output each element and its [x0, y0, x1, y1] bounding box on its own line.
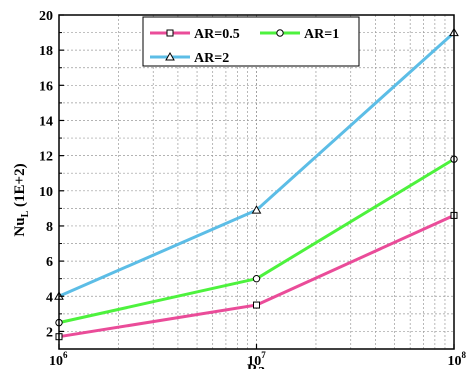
x-tick-base: 10 — [448, 354, 462, 369]
x-tick-label: 108 — [448, 350, 467, 369]
x-tick-base: 10 — [49, 354, 63, 369]
y-tick-label: 16 — [39, 79, 53, 94]
marker-circle — [252, 274, 261, 283]
legend: AR=0.5 AR=1 AR=2 — [142, 16, 360, 67]
y-axis-label: NuL (1E+2) — [12, 163, 31, 236]
x-axis-label: Ra — [247, 362, 266, 369]
y-tick-label: 8 — [46, 220, 53, 235]
y-tick-label: 10 — [39, 185, 53, 200]
x-tick-label: 107 — [247, 350, 266, 369]
y-tick-label: 4 — [46, 290, 53, 305]
legend-label: AR=1 — [304, 27, 339, 42]
marker-circle — [276, 29, 284, 37]
legend-label: AR=2 — [194, 51, 229, 66]
x-tick-exponent: 6 — [63, 350, 68, 360]
x-tick-label: 106 — [49, 350, 68, 369]
y-axis-label-sub: L — [20, 210, 31, 217]
marker-triangle — [251, 205, 262, 214]
x-tick-exponent: 7 — [261, 350, 266, 360]
x-tick-base: 10 — [247, 354, 261, 369]
legend-label: AR=0.5 — [194, 27, 240, 42]
y-tick-label: 6 — [46, 255, 53, 270]
y-tick-label: 14 — [39, 114, 53, 129]
y-tick-label: 18 — [39, 44, 53, 59]
y-axis-label-main: Nu — [12, 217, 28, 236]
marker-square — [166, 29, 174, 37]
marker-square — [253, 301, 260, 309]
marker-triangle — [165, 51, 175, 61]
series-layer — [54, 27, 459, 341]
x-tick-exponent: 8 — [462, 350, 467, 360]
y-tick-label: 20 — [39, 9, 53, 24]
y-tick-label: 12 — [39, 150, 53, 165]
y-tick-label: 2 — [46, 325, 53, 340]
y-axis-label-rest: (1E+2) — [12, 163, 28, 210]
